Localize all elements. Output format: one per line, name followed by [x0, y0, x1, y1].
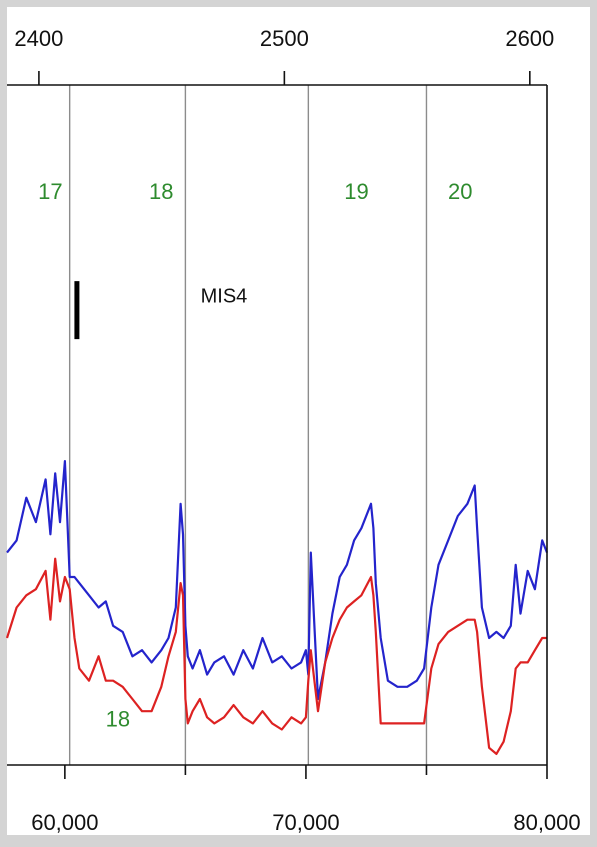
- top-tick-label-1: 2400: [14, 26, 63, 51]
- event-label-5: 18: [106, 706, 130, 731]
- event-label-3: 19: [344, 179, 368, 204]
- figure-background: [7, 7, 590, 835]
- top-tick-label-3: 2600: [505, 26, 554, 51]
- annotation-1: MIS4: [201, 286, 248, 308]
- event-label-2: 18: [149, 179, 173, 204]
- bottom-tick-label-1: 60,000: [31, 810, 98, 835]
- event-label-1: 17: [38, 179, 62, 204]
- event-label-4: 20: [448, 179, 472, 204]
- bottom-tick-label-2: 70,000: [272, 810, 339, 835]
- bottom-tick-label-3: 80,000: [513, 810, 580, 835]
- top-tick-label-2: 2500: [260, 26, 309, 51]
